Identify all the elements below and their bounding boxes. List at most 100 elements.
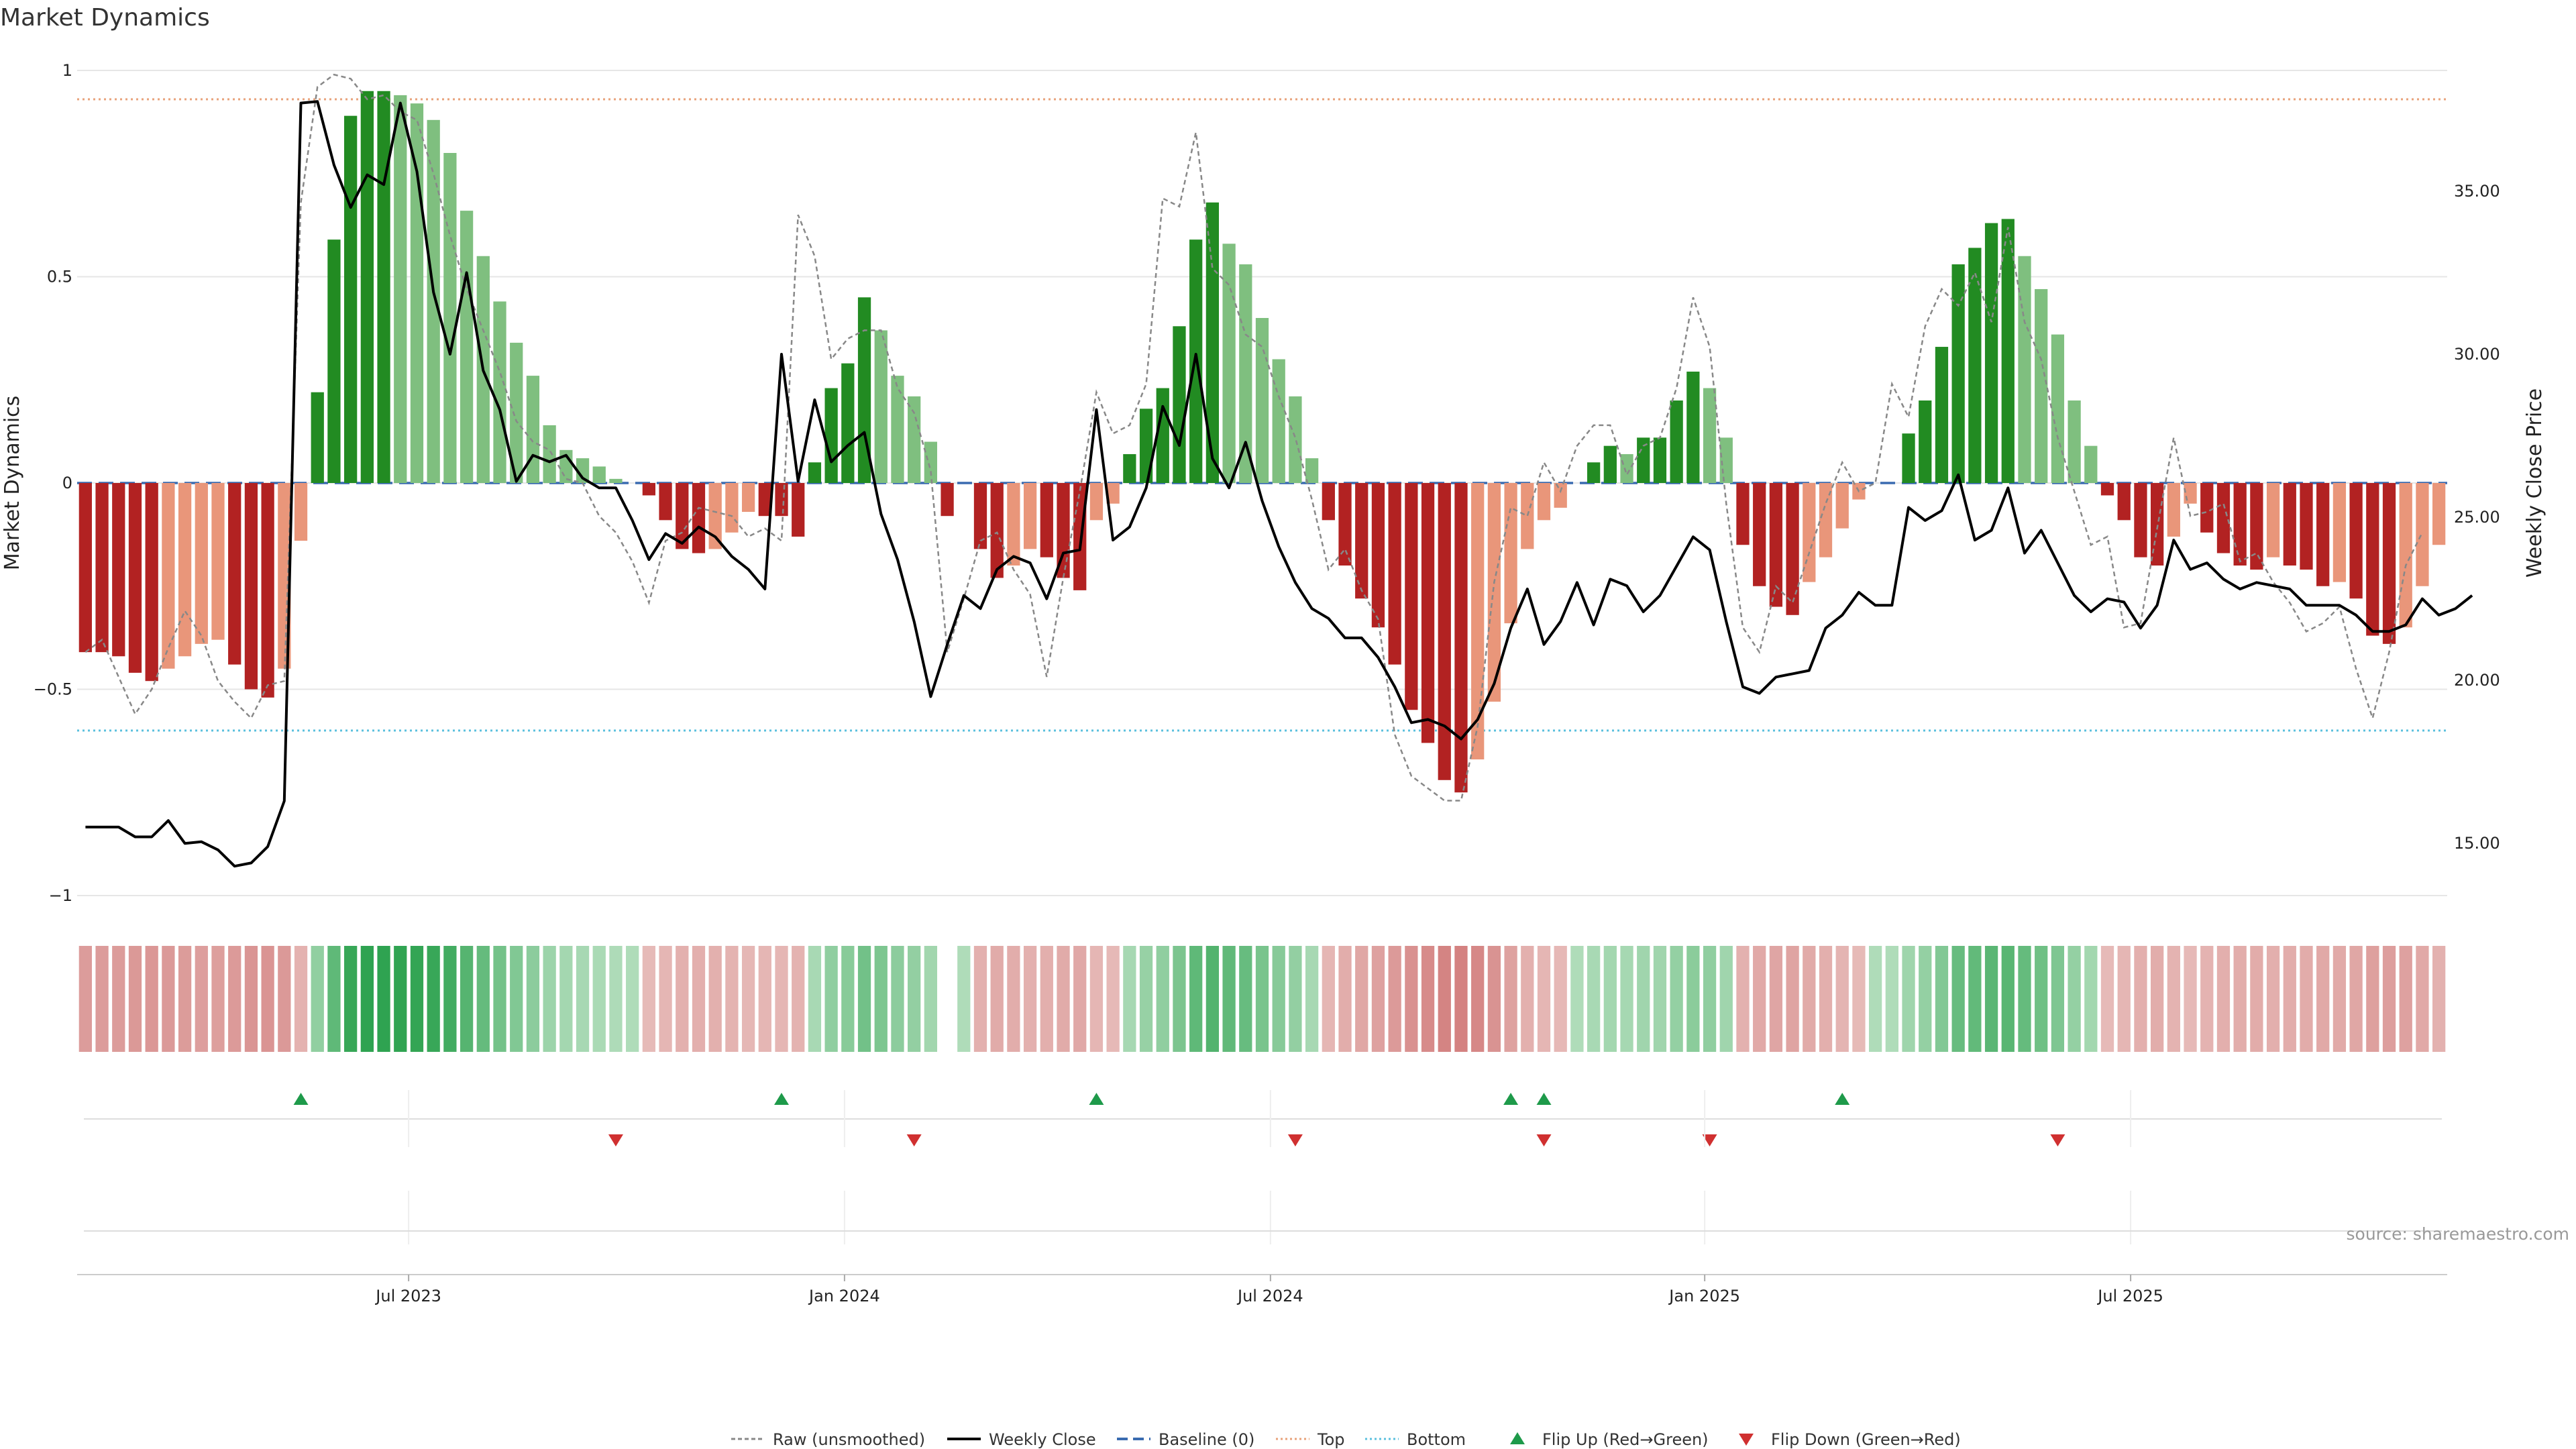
bar (1073, 483, 1087, 590)
heat-cell (659, 946, 672, 1052)
bar (162, 483, 175, 669)
bar (78, 483, 92, 653)
y-tick-label: 1 (62, 61, 72, 80)
flip-down-marker (906, 1134, 922, 1146)
bar (2018, 256, 2031, 483)
bar (1371, 483, 1385, 628)
bar (1205, 202, 1220, 483)
bar (2300, 483, 2313, 570)
heat-cell (427, 946, 440, 1052)
bar (1603, 445, 1617, 483)
bar (1719, 437, 1733, 483)
bar (708, 483, 722, 549)
legend-label: Top (1317, 1430, 1345, 1449)
bar (609, 478, 623, 483)
y-axis-label: Market Dynamics (1, 396, 24, 571)
bar (510, 342, 523, 483)
bar (1222, 244, 1236, 483)
heat-cell (278, 946, 291, 1052)
bar (1338, 483, 1352, 566)
heat-cell (1570, 946, 1584, 1052)
bar (1637, 437, 1650, 483)
x-tick-label: Jul 2025 (2096, 1287, 2163, 1305)
heat-cell (294, 946, 308, 1052)
heat-cell (1205, 946, 1220, 1052)
heat-cell (626, 946, 639, 1052)
bar (1620, 453, 1633, 483)
bar (178, 483, 192, 657)
heat-cell (1587, 946, 1601, 1052)
heat-cell (410, 946, 424, 1052)
heat-cell (244, 946, 258, 1052)
bar (1984, 223, 1998, 483)
heat-cell (1089, 946, 1104, 1052)
bar (2432, 483, 2446, 545)
heat-cell (1703, 946, 1717, 1052)
heat-cell (1919, 946, 1932, 1052)
heat-cell (2399, 946, 2412, 1052)
bar (1040, 483, 1053, 557)
bar (576, 458, 590, 483)
bar (1753, 483, 1766, 586)
heat-cell (1106, 946, 1120, 1052)
heat-cell (2001, 946, 2015, 1052)
heat-cell (1620, 946, 1633, 1052)
bar (145, 483, 158, 682)
heat-cell (2416, 946, 2429, 1052)
legend-flip-down-swatch (1739, 1434, 1754, 1446)
heat-cell (95, 946, 109, 1052)
lower-panel-grid (84, 1090, 2442, 1244)
heat-cell (311, 946, 324, 1052)
y2-axis-label: Weekly Close Price (2523, 388, 2546, 578)
heat-cell (775, 946, 788, 1052)
heat-cell (1421, 946, 1435, 1052)
y-tick-label: 0.5 (47, 268, 72, 286)
bar (2349, 483, 2363, 599)
heat-cell (1305, 946, 1319, 1052)
heat-cell (476, 946, 490, 1052)
x-axis: Jul 2023 Jan 2024 Jul 2024 Jan 2025 Jul 2025 (77, 1274, 2447, 1305)
bar (1835, 483, 1849, 529)
bar (360, 91, 374, 483)
legend-flip-up-swatch (1510, 1432, 1525, 1444)
bar (1123, 453, 1136, 483)
heat-cell (1189, 946, 1203, 1052)
bar (1902, 433, 1915, 483)
heat-cell (493, 946, 506, 1052)
bar (891, 376, 904, 483)
heat-cell (543, 946, 556, 1052)
heat-cell (1653, 946, 1667, 1052)
heat-cell (1073, 946, 1087, 1052)
y2-tick-label: 25.00 (2454, 508, 2500, 527)
bar (1089, 483, 1104, 521)
heat-cell (1736, 946, 1750, 1052)
bar (2084, 445, 2098, 483)
bar (2416, 483, 2429, 586)
heat-cell (758, 946, 771, 1052)
bar (394, 95, 407, 483)
heat-cell (1835, 946, 1849, 1052)
bar (1935, 347, 1949, 483)
heat-cell (112, 946, 125, 1052)
heat-cell (1007, 946, 1020, 1052)
bar (195, 483, 208, 644)
y-tick-label: 0 (62, 474, 72, 492)
bar (1023, 483, 1037, 549)
heat-cell (1554, 946, 1567, 1052)
raw-line (85, 73, 2424, 802)
heat-cell (1902, 946, 1915, 1052)
heat-cell (2216, 946, 2231, 1052)
bar (725, 483, 739, 533)
bar (460, 211, 474, 483)
x-tick-label: Jul 2023 (374, 1287, 441, 1305)
heat-cell (2432, 946, 2446, 1052)
bar (211, 483, 225, 640)
y2-tick-label: 35.00 (2454, 182, 2500, 201)
heat-cell (2084, 946, 2098, 1052)
bar (410, 103, 424, 483)
bar (1653, 437, 1667, 483)
bar (128, 483, 142, 673)
bar (2283, 483, 2296, 566)
bar (1968, 248, 1982, 483)
heat-cell (1885, 946, 1898, 1052)
